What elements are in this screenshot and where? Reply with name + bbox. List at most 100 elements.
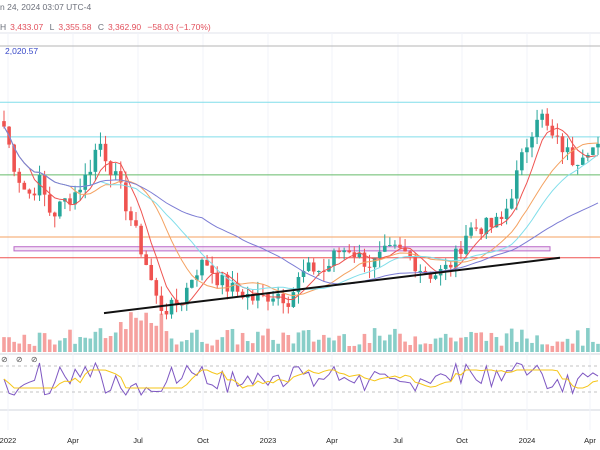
candle-body [504, 208, 509, 220]
volume-bar [235, 344, 240, 352]
candle-body [575, 164, 580, 166]
candle-body [316, 270, 321, 272]
x-tick-label: Apr [584, 436, 596, 445]
volume-bar [27, 344, 32, 352]
volume-bar [296, 332, 301, 352]
volume-bar [261, 335, 265, 352]
candle-body [428, 273, 433, 279]
candle-body [342, 250, 346, 253]
volume-bar [596, 343, 600, 352]
candle-body [484, 217, 489, 235]
level-label: 2,020.57 [5, 46, 39, 56]
volume-bar [489, 332, 494, 352]
candle-body [17, 171, 22, 183]
candle-body [459, 248, 463, 254]
volume-bar [377, 335, 382, 352]
volume-bar [372, 328, 377, 352]
volume-bar [93, 331, 98, 352]
volume-bar [454, 341, 458, 352]
candle-body [169, 299, 174, 315]
volume-bar [367, 342, 372, 352]
volume-bar [12, 341, 16, 352]
candle-body [357, 252, 362, 258]
candle-body [271, 298, 275, 302]
candle-body [550, 125, 555, 136]
volume-bar [52, 344, 57, 352]
candle-body [479, 228, 484, 235]
candle-body [367, 266, 372, 268]
candle-body [2, 121, 6, 127]
volume-bar [98, 328, 103, 352]
volume-bar [337, 335, 341, 352]
candle-body [525, 147, 529, 153]
candle-body [408, 251, 412, 257]
x-tick-label: Jul [393, 436, 403, 445]
candle-body [144, 254, 148, 265]
volume-bar [73, 343, 77, 352]
candle-body [448, 264, 453, 268]
candle-body [149, 264, 154, 281]
candle-body [225, 274, 230, 292]
volume-bar [469, 331, 473, 352]
ohlc-readout: H 3,433.07 L 3,355.58 C 3,362.90 −58.03 (−1… [0, 22, 215, 32]
candle-body [22, 182, 27, 190]
candle-body [311, 262, 316, 272]
volume-bar [332, 340, 336, 352]
volume-bar [129, 312, 133, 352]
volume-bar [190, 332, 194, 352]
low-value: 3,355.58 [58, 22, 92, 32]
candle-body [347, 250, 352, 253]
candle-body [382, 245, 387, 252]
volume-bar [484, 340, 489, 352]
volume-bar [256, 331, 260, 352]
candle-body [372, 257, 377, 268]
candle-body [250, 294, 255, 301]
candle-body [596, 143, 600, 148]
volume-bar [352, 345, 357, 352]
candle-body [281, 293, 286, 304]
x-tick-label: 2022 [0, 436, 17, 445]
candle-body [565, 147, 570, 153]
candle-body [32, 193, 37, 196]
volume-bar [448, 337, 453, 352]
volume-bar [154, 325, 159, 352]
volume-bar [530, 342, 534, 352]
volume-bar [514, 341, 519, 352]
volume-bar [205, 343, 209, 352]
volume-bar [591, 341, 595, 352]
candle-body [514, 170, 519, 199]
candle-body [464, 235, 468, 254]
volume-bar [37, 332, 42, 352]
x-tick-label: Oct [197, 436, 209, 445]
candle-body [499, 216, 504, 220]
volume-bar [184, 340, 189, 352]
volume-bar [17, 343, 22, 352]
candle-body [240, 291, 245, 298]
volume-bar [195, 329, 199, 352]
candle-body [190, 279, 194, 288]
candle-body [535, 119, 539, 137]
candle-body [68, 198, 72, 205]
candle-body [174, 299, 179, 306]
volume-bar [2, 337, 6, 352]
volume-bar [108, 336, 113, 352]
volume-bar [443, 333, 448, 352]
volume-bar [134, 317, 138, 352]
candle-body [555, 135, 560, 137]
candle-body [322, 270, 326, 272]
candle-body [215, 272, 220, 286]
volume-bar [586, 328, 590, 352]
candle-body [235, 282, 240, 292]
candle-body [12, 144, 16, 172]
indicator-icons[interactable]: ⊘ ⊘ ⊘ [1, 355, 41, 364]
volume-bar [474, 332, 478, 352]
ma-cyan-line [3, 126, 599, 291]
volume-bar [32, 345, 37, 352]
candle-body [113, 171, 118, 176]
candle-body [210, 265, 214, 273]
volume-bar [266, 328, 270, 352]
change-value: −58.03 (−1.70%) [147, 22, 211, 32]
volume-bar [540, 344, 544, 352]
volume-bar [306, 330, 311, 352]
x-tick-label: Oct [456, 436, 468, 445]
